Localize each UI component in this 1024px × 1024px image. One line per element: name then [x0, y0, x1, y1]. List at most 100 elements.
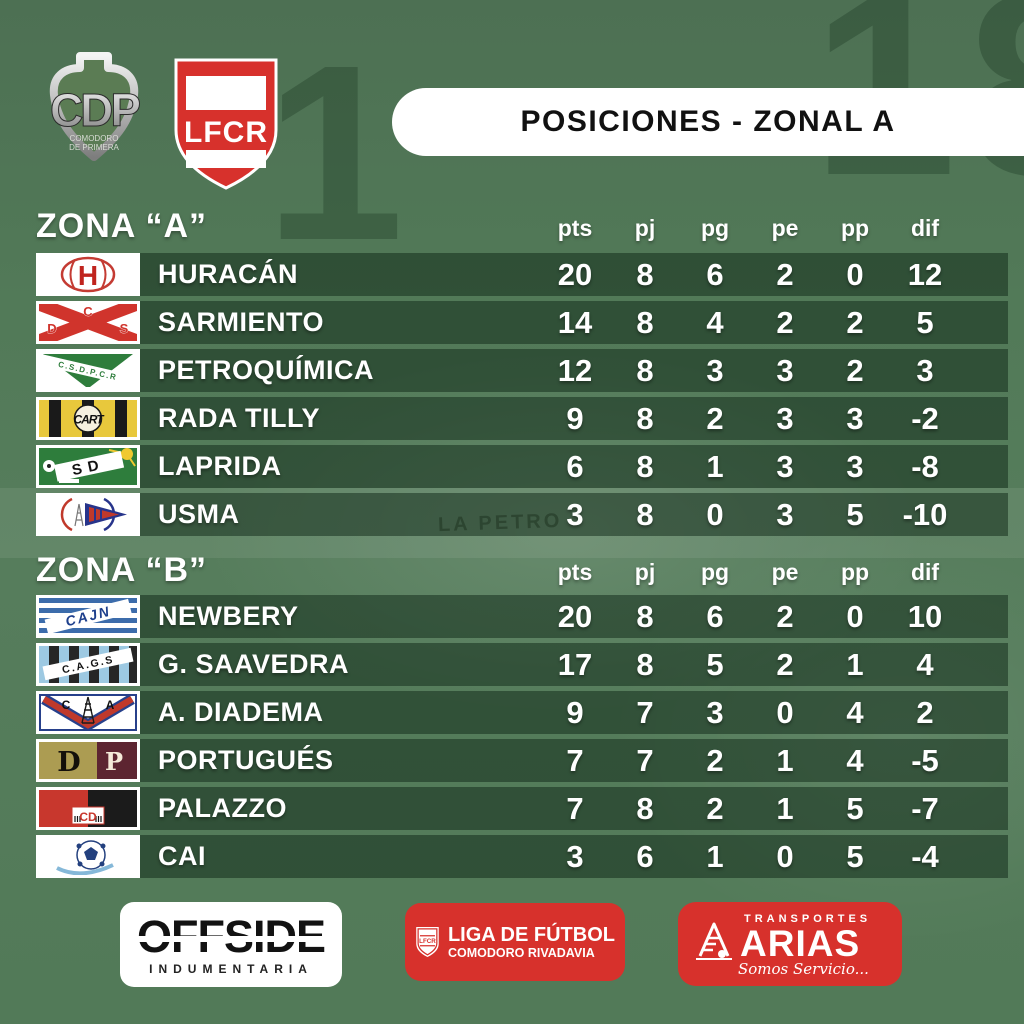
column-header-pp: pp: [840, 215, 870, 241]
lfcr-mini-shield-icon: LFCR: [416, 927, 439, 958]
stat-pe: 3: [776, 400, 794, 436]
column-header-pp: pp: [840, 559, 870, 585]
svg-text:P: P: [105, 747, 123, 776]
stat-pj: 7: [636, 694, 654, 730]
stat-pg: 5: [706, 646, 724, 682]
team-crest-cai: [36, 835, 140, 878]
cdp-shield-graphic: CDP COMODORO DE PRIMERA: [49, 52, 144, 161]
stat-dif: 10: [907, 598, 943, 634]
stat-pts: 14: [557, 304, 593, 340]
table-row-cai: CAI 3 6 1 0 5 -4: [36, 835, 1008, 878]
team-crest-laprida: SD: [36, 445, 140, 488]
petroquimica-crest-graphic: C.S.D.P.C.R: [39, 352, 137, 389]
stat-dif: 4: [916, 646, 934, 682]
stat-pts: 7: [566, 742, 584, 778]
svg-text:CART: CART: [73, 413, 105, 427]
team-name: RADA TILLY: [158, 403, 321, 433]
team-name: CAI: [158, 841, 206, 871]
stat-dif: 12: [907, 256, 943, 292]
stat-pj: 8: [636, 448, 654, 484]
stat-pe: 2: [776, 256, 794, 292]
huracan-crest-graphic: H: [39, 256, 137, 293]
stat-pp: 4: [846, 742, 864, 778]
stat-dif: 2: [916, 694, 934, 730]
stat-pe: 1: [776, 790, 794, 826]
stat-pts: 3: [566, 496, 584, 532]
stat-pe: 3: [776, 448, 794, 484]
stat-pp: 2: [846, 352, 864, 388]
team-name: SARMIENTO: [158, 307, 325, 337]
lfcr-line2: COMODORO RIVADAVIA: [447, 946, 595, 960]
team-crest-petroquimica: C.S.D.P.C.R: [36, 349, 140, 392]
lfcr-shield-graphic: LFCR: [174, 58, 278, 190]
team-crest-sarmiento: C D S: [36, 301, 140, 344]
svg-text:H: H: [78, 260, 98, 291]
stat-pg: 2: [706, 400, 724, 436]
stat-pe: 2: [776, 304, 794, 340]
stat-pg: 2: [706, 790, 724, 826]
stat-pj: 8: [636, 646, 654, 682]
stat-dif: 5: [916, 304, 934, 340]
stat-pg: 1: [706, 448, 724, 484]
stat-pg: 2: [706, 742, 724, 778]
stat-pj: 8: [636, 304, 654, 340]
saavedra-crest-graphic: C.A.G.S: [39, 646, 137, 683]
stat-pp: 4: [846, 694, 864, 730]
stat-pg: 6: [706, 598, 724, 634]
stat-pts: 17: [557, 646, 593, 682]
stat-pp: 5: [846, 790, 864, 826]
table-row-petroquimica: C.S.D.P.C.R PETROQUÍMICA 12 8 3 3 2 3: [36, 349, 1008, 392]
lfcr-logo: LFCR: [166, 54, 286, 194]
stat-dif: -10: [902, 496, 948, 532]
stat-pj: 8: [636, 496, 654, 532]
stat-pg: 3: [706, 352, 724, 388]
stat-pp: 5: [846, 496, 864, 532]
cdp-logo: CDP COMODORO DE PRIMERA: [36, 48, 152, 178]
svg-text:D: D: [57, 747, 80, 778]
laprida-crest-graphic: SD: [39, 448, 137, 485]
table-row-rada-tilly: CART RADA TILLY 9 8 2 3 3 -2: [36, 397, 1008, 440]
zone-a-label: ZONA “A”: [36, 207, 208, 245]
team-name: A. DIADEMA: [158, 697, 324, 727]
sponsor-lfcr: LFCR LIGA DE FÚTBOL COMODORO RIVADAVIA: [405, 903, 625, 981]
team-crest-portugues: D P: [36, 739, 140, 782]
stat-dif: -2: [911, 400, 939, 436]
stat-pe: 2: [776, 646, 794, 682]
svg-text:C: C: [83, 304, 93, 319]
title-banner-text: POSICIONES - ZONAL A: [520, 105, 896, 138]
table-row-portugues: D P PORTUGUÉS 7 7 2 1 4 -5: [36, 739, 1008, 782]
svg-text:C: C: [62, 698, 71, 712]
newbery-crest-graphic: CAJN: [39, 598, 137, 635]
team-name: NEWBERY: [158, 601, 299, 631]
title-banner: POSICIONES - ZONAL A: [392, 88, 1024, 156]
stat-pts: 12: [557, 352, 593, 388]
table-row-laprida: SD LAPRIDA 6 8 1 3 3 -8: [36, 445, 1008, 488]
stat-pe: 2: [776, 598, 794, 634]
stat-pp: 2: [846, 304, 864, 340]
stat-pg: 0: [706, 496, 724, 532]
stat-dif: 3: [916, 352, 934, 388]
stat-pj: 8: [636, 256, 654, 292]
usma-crest-graphic: [39, 496, 137, 533]
svg-text:D: D: [47, 321, 56, 336]
svg-text:CDP: CDP: [50, 84, 140, 136]
stat-pe: 1: [776, 742, 794, 778]
arias-truck-icon: [696, 922, 732, 960]
stat-pts: 9: [566, 694, 584, 730]
stat-pj: 8: [636, 400, 654, 436]
rada-tilly-crest-graphic: CART: [39, 400, 137, 437]
stat-pts: 9: [566, 400, 584, 436]
ghost-digit-left: 1: [265, 13, 405, 292]
palazzo-crest-graphic: CD: [39, 790, 137, 827]
arias-tagline: Somos Servicio...: [738, 960, 869, 978]
stat-pp: 3: [846, 448, 864, 484]
stat-pg: 4: [706, 304, 724, 340]
stat-pe: 0: [776, 838, 794, 874]
column-header-pe: pe: [771, 559, 799, 585]
column-header-pj: pj: [634, 215, 656, 241]
stat-pp: 3: [846, 400, 864, 436]
stat-pp: 0: [846, 598, 864, 634]
zone-a-header: ZONA “A” pts pj pg pe pp dif: [36, 200, 1008, 246]
column-header-pe: pe: [771, 215, 799, 241]
